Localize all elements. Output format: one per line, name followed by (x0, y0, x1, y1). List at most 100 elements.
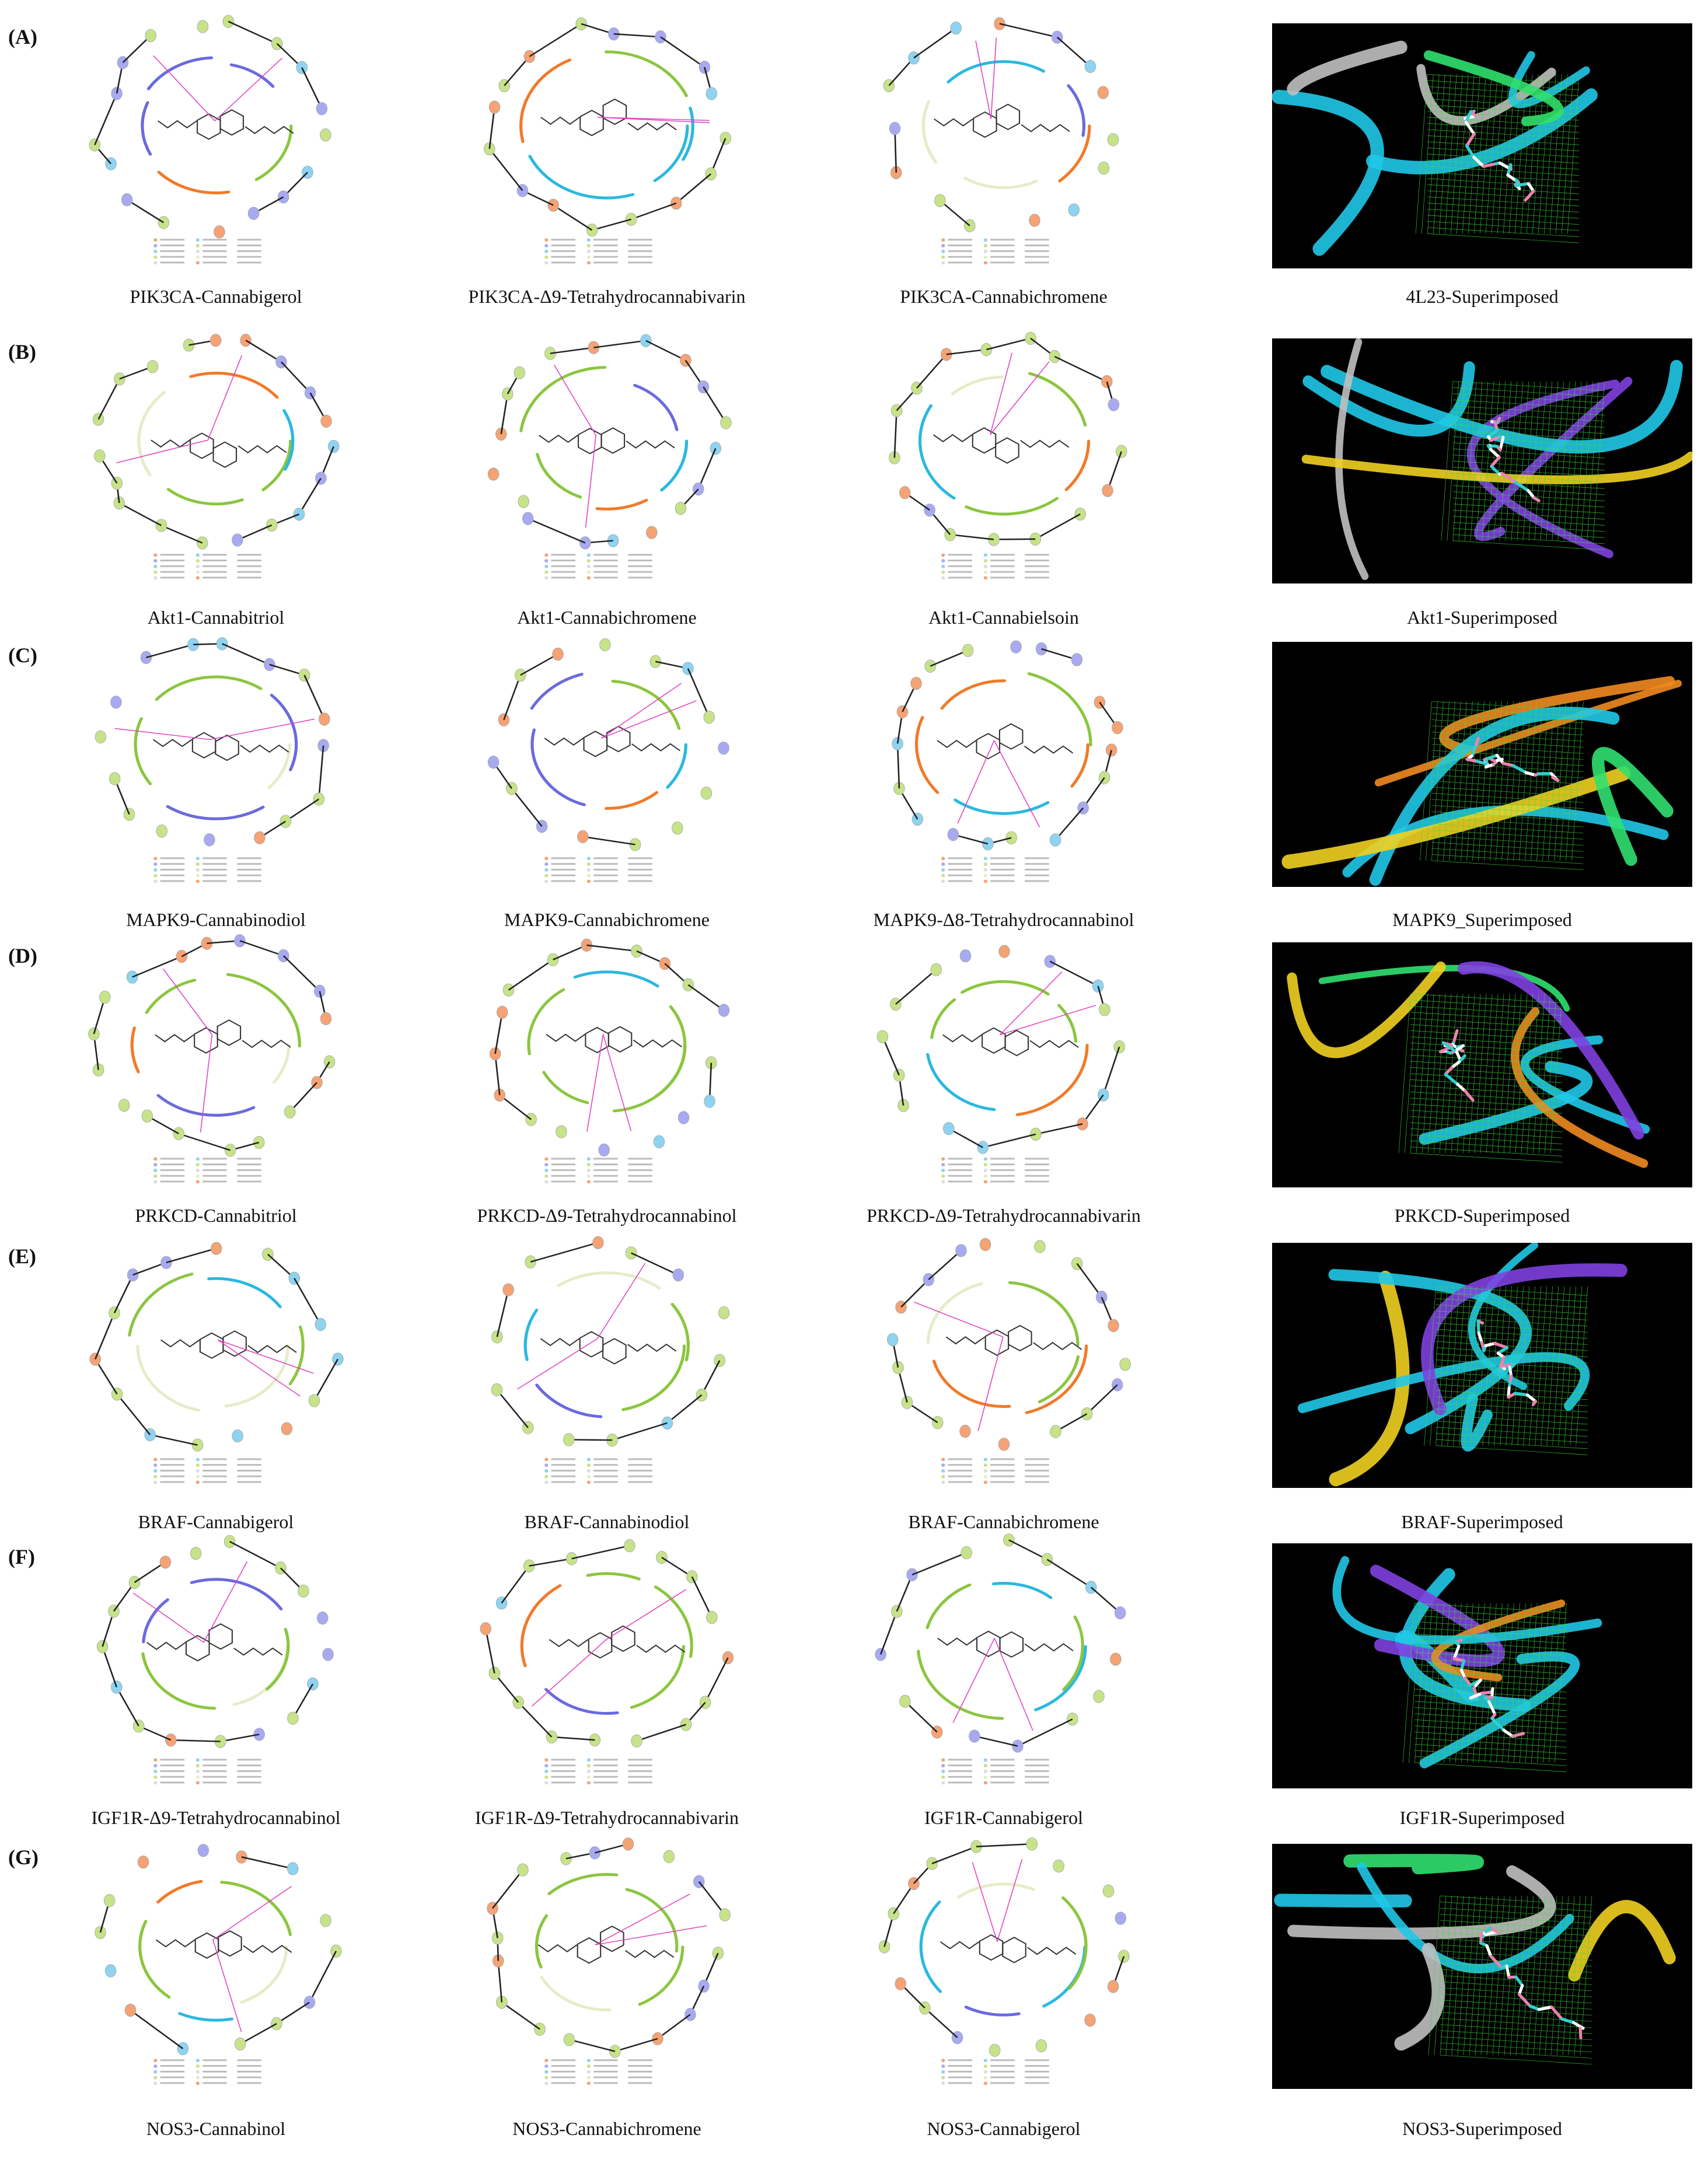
interaction-legend (153, 1458, 261, 1484)
pocket-contour (586, 1572, 641, 1581)
ligand-structure (939, 1934, 1077, 1963)
residue-bubble (196, 536, 208, 550)
hbond-line (1000, 1005, 1096, 1036)
residue-bubble (672, 1268, 684, 1282)
ligand-structure (537, 1926, 675, 1964)
panel-caption: BRAF-Cannabigerol (138, 1511, 294, 1532)
residue-bubble (1110, 1652, 1122, 1666)
residue-bubble (518, 495, 529, 508)
residue-bubble (126, 970, 138, 984)
residue-bubble (960, 1546, 973, 1560)
residue-backbone-link (704, 1657, 729, 1703)
residue-backbone-link (508, 959, 554, 991)
panel-caption: PIK3CA-Cannabigerol (130, 286, 302, 307)
residue-bubble (288, 1271, 301, 1285)
pocket-contour (254, 124, 293, 181)
hbond-line (601, 683, 682, 739)
residue-bubble (622, 1837, 634, 1851)
residue-bubble (137, 1856, 149, 1869)
residue-bubble (719, 1908, 731, 1921)
residue-backbone-link (511, 788, 543, 827)
residue-bubble (298, 1584, 309, 1598)
panel-caption: PRKCD-Δ9-Tetrahydrocannabinol (477, 1205, 737, 1226)
residue-backbone-link (114, 778, 130, 815)
residue-bubble (95, 730, 107, 744)
ligand-structure (546, 1026, 682, 1054)
residue-bubble (943, 1121, 955, 1135)
protein-ribbon (1394, 1942, 1445, 2051)
protein-ribbon (1329, 1270, 1410, 1487)
residue-bubble (1053, 1859, 1064, 1873)
hbond-line (217, 1339, 314, 1374)
hbond-line (554, 365, 596, 436)
pocket-contour (519, 366, 607, 432)
residue-bubble (271, 2017, 282, 2031)
residue-backbone-link (950, 533, 994, 540)
pocket-contour (156, 1093, 256, 1117)
binding-surface-mesh (1420, 701, 1584, 871)
pocket-contour (544, 1687, 619, 1715)
pocket-contour (220, 1881, 292, 1937)
ligand-interaction-diagram (53, 931, 379, 1193)
hbond-line (597, 1263, 646, 1339)
pocket-contour (630, 1645, 685, 1709)
residue-bubble (307, 1677, 319, 1691)
ligand-interaction-diagram (53, 1832, 379, 2095)
residue-backbone-link (276, 2001, 310, 2025)
residue-backbone-link (550, 347, 594, 354)
residue-bubble (1102, 1884, 1115, 1898)
residue-backbone-link (130, 2010, 184, 2049)
residue-backbone-link (931, 1846, 977, 1864)
residue-bubble (330, 1944, 342, 1958)
pocket-contour (633, 383, 679, 431)
residue-bubble (1097, 86, 1109, 99)
hbond-line (990, 361, 1050, 435)
residue-backbone-link (1056, 36, 1091, 67)
ligand-interaction-diagram (840, 931, 1167, 1193)
residue-bubble (579, 536, 591, 550)
pocket-contour (190, 1578, 283, 1610)
hbond-line (957, 740, 995, 824)
residue-backbone-link (666, 1394, 703, 1424)
binding-surface-mesh (1415, 74, 1580, 243)
residue-backbone-link (494, 1012, 504, 1054)
residue-backbone-link (553, 944, 587, 960)
residue-bubble (141, 1109, 153, 1123)
pocket-contour (142, 1598, 169, 1644)
pocket-contour (542, 1071, 589, 1105)
residue-backbone-link (282, 955, 320, 992)
protein-ribbon (1520, 1035, 1650, 1134)
residue-backbone-link (132, 956, 182, 978)
ligand-interaction-diagram (443, 1832, 770, 2095)
residue-backbone-link (551, 1736, 595, 1741)
residue-bubble (906, 1568, 918, 1581)
residue-backbone-link (530, 1242, 599, 1263)
residue-bubble (1102, 484, 1113, 497)
residue-bubble (1118, 1949, 1130, 1963)
residue-bubble (1112, 721, 1123, 735)
protein-ribbon (1281, 766, 1631, 869)
pocket-contour (932, 1360, 1011, 1409)
pocket-contour (224, 1344, 290, 1408)
panel-row-label: (G) (8, 1846, 39, 1869)
pocket-contour (951, 375, 1004, 396)
residue-backbone-link (569, 2039, 616, 2052)
superimposed-3d-render (1272, 942, 1692, 1187)
residue-bubble (190, 1547, 202, 1560)
residue-bubble (159, 1556, 172, 1569)
residue-bubble (705, 167, 717, 181)
panel-caption: NOS3-Superimposed (1402, 2118, 1562, 2139)
residue-backbone-link (593, 340, 646, 348)
pocket-contour (137, 391, 166, 477)
residue-bubble (599, 638, 611, 652)
pocket-contour (520, 1584, 562, 1668)
residue-bubble (240, 334, 252, 347)
pocket-contour (226, 973, 302, 1048)
hbond-line (606, 1589, 687, 1640)
pocket-contour (166, 488, 244, 506)
hbond-line (212, 1940, 242, 2032)
panel-row-label: (D) (8, 944, 37, 967)
ligand-structure (932, 427, 1070, 464)
panel-caption: IGF1R-Cannabigerol (924, 1807, 1083, 1828)
panel-caption: MAPK9-Cannabinodiol (126, 909, 306, 930)
